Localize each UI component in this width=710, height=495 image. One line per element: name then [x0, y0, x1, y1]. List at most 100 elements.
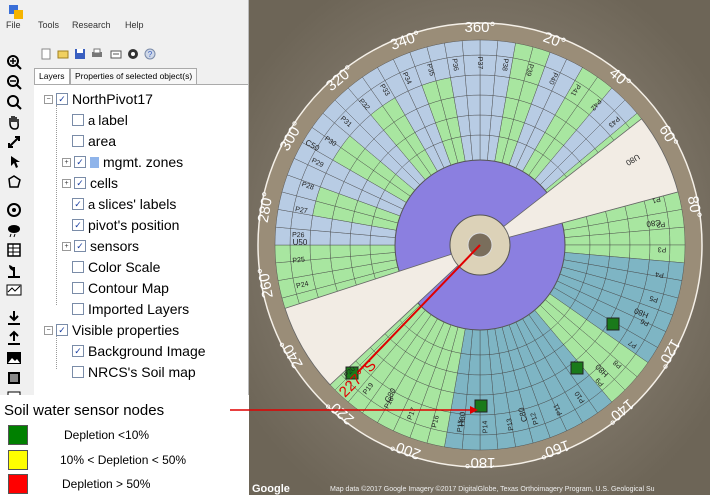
tree-item-nrcs-soil-map[interactable]: NRCS's Soil map: [72, 362, 196, 382]
collapse-icon[interactable]: −: [44, 325, 53, 335]
zone-label: C80: [516, 406, 529, 423]
checkbox-color-scale[interactable]: [72, 261, 84, 274]
zoom-out-icon[interactable]: [6, 74, 22, 90]
upload-icon[interactable]: [6, 330, 22, 346]
slice-label: P2: [656, 220, 665, 228]
slice-label: P12: [530, 411, 541, 425]
open-folder-icon[interactable]: [57, 48, 69, 60]
properties-icon[interactable]: [110, 48, 122, 60]
pivot-field-svg[interactable]: 227° S 360°20°40°60°80°120°140°160°180°2…: [249, 0, 710, 495]
sensor-node[interactable]: [474, 399, 488, 413]
tree-item-cells[interactable]: + ✓ cells: [62, 173, 118, 193]
checkbox-sensors[interactable]: ✓: [74, 240, 86, 253]
legend-label-mid: 10% < Depletion < 50%: [60, 453, 187, 467]
image-icon[interactable]: [6, 350, 22, 366]
slice-label: P15: [457, 419, 465, 432]
collapse-icon[interactable]: −: [44, 94, 53, 104]
slice-label: P36: [450, 58, 459, 71]
tree-item-mgmt-zones[interactable]: + ✓ mgmt. zones: [62, 152, 183, 172]
slice-label: P1: [651, 195, 661, 204]
slice-label: P29: [310, 157, 324, 169]
tree-item-sensors-text: sensors: [90, 238, 140, 254]
resize-arrow-icon[interactable]: [6, 134, 22, 150]
tab-layers[interactable]: Layers: [34, 68, 70, 84]
checkbox-slices-labels[interactable]: ✓: [72, 198, 84, 211]
slice-label: P11: [553, 402, 565, 416]
tree-item-cells-text: cells: [90, 175, 119, 191]
new-file-icon[interactable]: [40, 48, 52, 60]
plant-icon[interactable]: [6, 262, 22, 278]
checkbox-background-image[interactable]: ✓: [72, 345, 84, 358]
checkbox-cells[interactable]: ✓: [74, 177, 86, 190]
tree-item-contour-map-text: Contour Map: [88, 280, 169, 296]
tree-item-color-scale[interactable]: Color Scale: [72, 257, 160, 277]
zone-rings: [274, 39, 686, 451]
tree-item-nrcs-soil-map-text: NRCS's Soil map: [88, 364, 196, 380]
tools-icon[interactable]: [127, 48, 139, 60]
pointer-icon[interactable]: [6, 154, 22, 170]
tree-item-mgmt-zones-text: mgmt. zones: [103, 154, 184, 170]
vertical-toolbar: [0, 36, 28, 395]
polygon-icon[interactable]: [6, 174, 22, 190]
menu-help[interactable]: Help: [125, 20, 144, 30]
tree-visible-root-text: Visible properties: [72, 322, 180, 338]
table-icon[interactable]: [6, 242, 22, 258]
legend-swatch-red: [8, 474, 28, 494]
slice-label: P3: [658, 245, 667, 252]
tab-properties[interactable]: Properties of selected object(s): [70, 68, 198, 84]
layers-icon[interactable]: [6, 370, 22, 386]
tree-visible-root[interactable]: − ✓ Visible properties: [44, 320, 179, 340]
checkbox-pivot-position[interactable]: ✓: [72, 219, 84, 232]
slice-label: P28: [301, 181, 315, 192]
help-icon[interactable]: ?: [144, 48, 156, 60]
satellite-map[interactable]: 227° S 360° 20° 40° 60° 80° 120° 140° 160° 180° 2…: [249, 0, 710, 495]
checkbox-visible[interactable]: ✓: [56, 324, 68, 337]
toolbar: ?: [32, 46, 232, 64]
zoom-in-icon[interactable]: [6, 54, 22, 70]
chart-icon[interactable]: [6, 282, 22, 298]
menu-research[interactable]: Research: [72, 20, 111, 30]
tree-item-contour-map[interactable]: Contour Map: [72, 278, 169, 298]
app-window: File Tools Research Help ? Layers Proper: [0, 0, 249, 395]
download-icon[interactable]: [6, 310, 22, 326]
menu-file[interactable]: File: [6, 20, 21, 30]
field-cell[interactable]: [461, 39, 481, 56]
tree-item-area[interactable]: area: [72, 131, 116, 151]
tree-item-sensors[interactable]: + ✓ sensors: [62, 236, 139, 256]
checkbox-nrcs-soil-map[interactable]: [72, 366, 84, 379]
expand-icon[interactable]: +: [62, 157, 71, 167]
tree-item-label[interactable]: a label: [72, 110, 128, 130]
expand-icon[interactable]: +: [62, 241, 71, 251]
checkbox-contour-map[interactable]: [72, 282, 84, 295]
checkbox-root[interactable]: ✓: [56, 93, 68, 106]
slice-label: P7: [627, 338, 638, 349]
tree-item-imported-layers[interactable]: Imported Layers: [72, 299, 189, 319]
target-icon[interactable]: [6, 202, 22, 218]
google-logo: Google: [252, 483, 290, 495]
sensor-node[interactable]: [606, 317, 620, 331]
weather-icon[interactable]: [6, 222, 22, 238]
sensor-node[interactable]: [345, 366, 359, 380]
print-icon[interactable]: [91, 48, 103, 60]
expand-icon[interactable]: +: [62, 178, 71, 188]
legend-swatch-yellow: [8, 450, 28, 470]
tree-item-background-image[interactable]: ✓ Background Image: [72, 341, 206, 361]
tree-item-slices-labels[interactable]: ✓ a slices' labels: [72, 194, 176, 214]
checkbox-area[interactable]: [72, 135, 84, 148]
checkbox-imported-layers[interactable]: [72, 303, 84, 316]
save-icon[interactable]: [74, 48, 86, 60]
zoom-icon[interactable]: [6, 94, 22, 110]
slice-label: P13: [506, 418, 515, 432]
compass-label: 260°: [255, 266, 277, 300]
checkbox-mgmt-zones[interactable]: ✓: [74, 156, 86, 169]
checkbox-label[interactable]: [72, 114, 84, 127]
tree-item-background-image-text: Background Image: [88, 343, 206, 359]
map-copyright: Map data ©2017 Google Imagery ©2017 Digi…: [330, 486, 655, 493]
menu-tools[interactable]: Tools: [38, 20, 60, 30]
tree-root[interactable]: − ✓ NorthPivot17: [44, 89, 153, 109]
tree-item-pivot-position[interactable]: ✓ pivot's position: [72, 215, 179, 235]
report-icon[interactable]: [6, 390, 22, 395]
pan-hand-icon[interactable]: [6, 114, 22, 130]
app-logo-icon: [9, 5, 23, 19]
sensor-node[interactable]: [570, 361, 584, 375]
